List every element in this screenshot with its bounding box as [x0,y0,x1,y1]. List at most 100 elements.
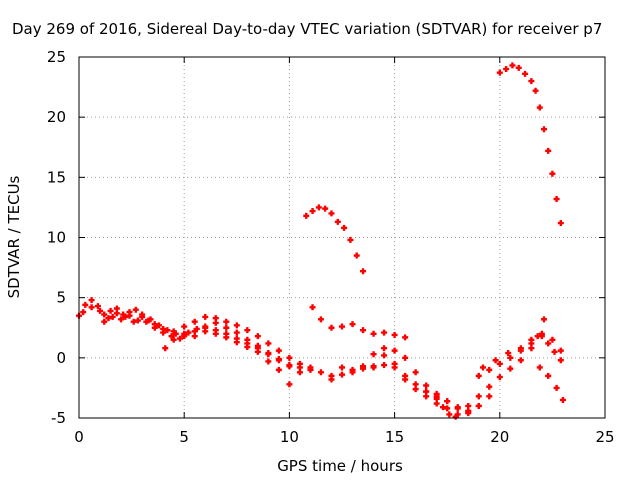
y-tick-label: 25 [47,48,66,66]
data-point [172,330,179,337]
y-tick-label: 10 [47,229,66,247]
data-point [536,364,543,371]
data-point [317,316,324,323]
data-point [446,411,453,418]
data-point [370,363,377,370]
series-arc-5d [536,364,566,403]
data-point [479,364,486,371]
data-point [317,369,324,376]
data-point [534,333,541,340]
data-point [118,316,125,323]
data-point [496,69,503,76]
data-point [113,310,120,317]
data-point [528,78,535,85]
data-point [151,324,158,331]
data-point [339,323,345,330]
data-point [265,351,272,358]
data-point [391,331,398,338]
data-point [181,323,188,330]
series-arc-1b [80,304,293,369]
data-point [88,304,95,311]
data-point [254,333,261,340]
data-point [315,204,322,211]
data-point [275,347,282,354]
data-point [132,306,139,313]
data-point [109,313,116,320]
data-point [176,335,183,342]
data-point [233,329,240,336]
data-point [349,369,356,376]
data-point [107,307,114,314]
data-point [134,317,141,324]
data-point [475,402,482,409]
data-point [496,374,503,381]
data-point [528,336,535,343]
data-point [328,324,335,331]
data-point [191,318,198,325]
data-point [101,318,108,325]
y-tick-label: 5 [56,289,66,307]
data-point [286,354,293,361]
y-tick-label: -5 [51,409,66,427]
data-point [322,205,329,212]
data-point [439,404,446,411]
data-point [296,364,303,371]
data-point [244,344,251,351]
data-point [212,330,219,337]
y-tick-label: 20 [47,108,66,126]
data-point [391,360,398,367]
data-point [80,309,87,316]
data-point [454,404,461,411]
data-point [549,336,556,343]
data-point [233,322,240,329]
data-point [339,371,345,378]
data-point [244,327,251,334]
data-points [76,62,566,420]
data-point [465,402,472,409]
x-tick-label: 5 [179,428,189,446]
data-point [370,351,377,358]
data-point [307,366,314,373]
data-point [503,66,510,73]
data-point [557,347,564,354]
data-point [82,301,89,308]
data-point [97,307,104,314]
series-arc-4c [370,345,472,417]
data-point [162,345,169,352]
data-point [223,324,230,331]
data-point [540,126,547,133]
y-tick-label: 0 [56,349,66,367]
data-point [360,327,367,334]
data-point [160,329,167,336]
data-point [233,339,240,346]
data-point [444,405,451,412]
data-point [557,220,564,227]
data-point [185,329,192,336]
data-point [339,364,345,371]
series-arc-5c [479,330,564,371]
data-point [545,147,552,154]
data-point [328,376,335,383]
data-point [553,384,560,391]
data-point [452,413,459,420]
series-arc-1d [162,328,293,388]
data-point [536,104,543,111]
data-point [517,357,524,364]
data-point [122,313,129,320]
data-point [549,170,556,177]
data-point [507,365,514,372]
data-point [545,372,552,379]
data-point [328,210,335,217]
data-point [553,195,560,202]
data-point [517,345,524,352]
data-point [341,224,348,231]
y-axis-label: SDTVAR / TECUs [5,175,23,298]
data-point [347,236,354,243]
x-tick-label: 10 [280,428,299,446]
data-point [353,252,360,259]
data-point [147,316,154,323]
axis-ticks: 0 5 10 15 20 25 -5 0 5 10 15 20 25 [47,48,615,446]
data-point [486,366,493,373]
data-point [168,333,175,340]
